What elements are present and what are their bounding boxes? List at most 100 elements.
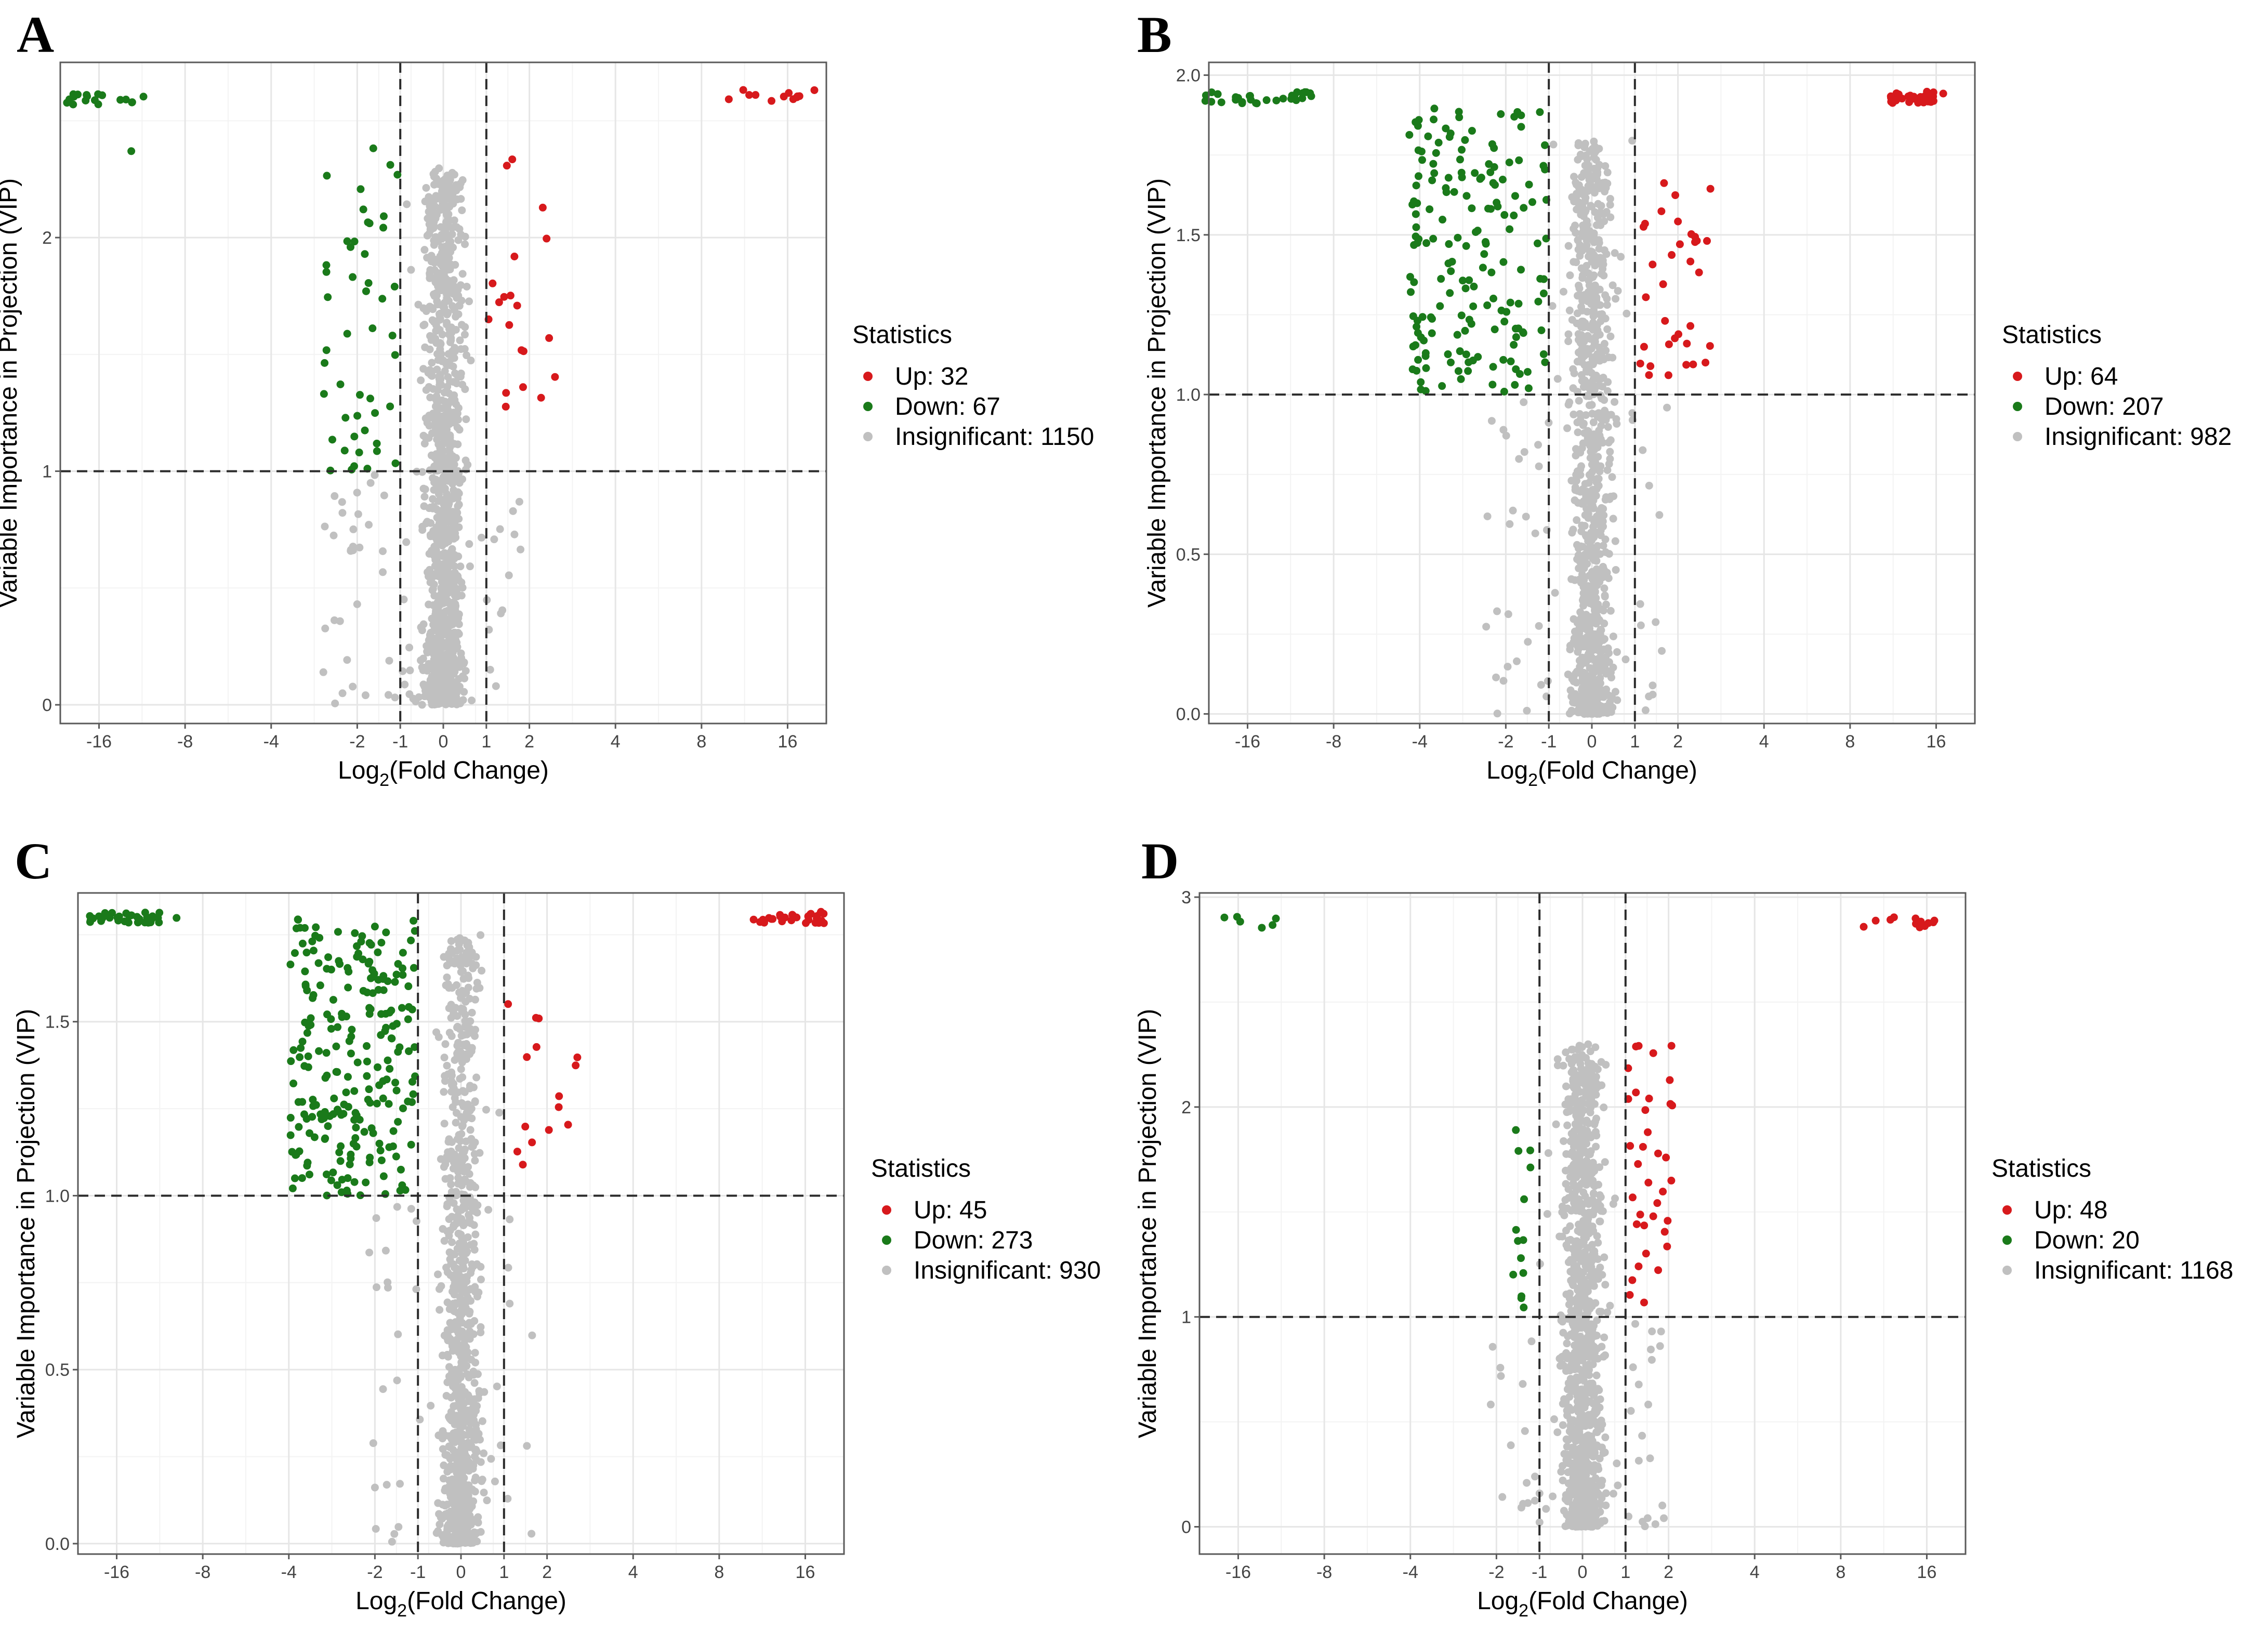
data-point-insignificant xyxy=(465,1170,473,1178)
data-point-insignificant xyxy=(1579,212,1588,220)
data-point-insignificant xyxy=(321,522,329,531)
data-point-insignificant xyxy=(1593,1269,1602,1278)
data-point-insignificant xyxy=(1588,486,1597,494)
data-point-down xyxy=(1474,353,1482,361)
data-point-insignificant xyxy=(1577,636,1586,644)
data-point-insignificant xyxy=(451,1301,459,1309)
data-point-insignificant xyxy=(1590,1282,1598,1290)
data-point-insignificant xyxy=(1562,1227,1570,1235)
data-point-insignificant xyxy=(1555,1232,1564,1241)
data-point-down xyxy=(347,1154,355,1163)
data-point-insignificant xyxy=(1580,322,1588,331)
data-point-insignificant xyxy=(453,1205,461,1214)
data-point-down xyxy=(1491,325,1499,334)
data-point-insignificant xyxy=(1573,192,1581,200)
data-point-insignificant xyxy=(453,379,461,388)
data-point-insignificant xyxy=(365,1248,374,1257)
data-point-up xyxy=(1892,96,1900,104)
data-point-up xyxy=(1706,185,1715,193)
data-point-insignificant xyxy=(400,595,408,603)
data-point-insignificant xyxy=(1607,668,1615,677)
data-point-down xyxy=(1437,275,1445,283)
data-point-insignificant xyxy=(1578,699,1586,707)
data-point-down xyxy=(362,287,370,295)
x-tick-label: -1 xyxy=(1541,732,1557,752)
data-point-down xyxy=(1412,210,1420,218)
data-point-insignificant xyxy=(442,205,451,213)
data-point-insignificant xyxy=(457,1065,465,1073)
data-point-insignificant xyxy=(438,611,446,620)
data-point-down xyxy=(407,936,415,944)
data-point-up xyxy=(1641,219,1649,228)
data-point-insignificant xyxy=(474,1513,482,1521)
data-point-insignificant xyxy=(1544,1149,1552,1157)
data-point-down xyxy=(1408,365,1417,374)
data-point-down xyxy=(1461,326,1469,335)
data-point-down xyxy=(1410,278,1418,286)
data-point-insignificant xyxy=(1586,335,1594,343)
data-point-insignificant xyxy=(450,354,458,362)
data-point-down xyxy=(1461,284,1470,293)
data-point-insignificant xyxy=(443,1202,451,1211)
data-point-insignificant xyxy=(1578,1043,1586,1051)
data-point-insignificant xyxy=(452,1428,460,1437)
data-point-insignificant xyxy=(1600,1333,1608,1341)
data-point-down xyxy=(382,1023,390,1032)
data-point-down xyxy=(1405,130,1414,139)
data-point-insignificant xyxy=(447,1375,456,1384)
panel-letter: D xyxy=(1141,832,1179,890)
data-point-down xyxy=(1461,136,1469,144)
data-point-down xyxy=(377,939,386,947)
x-tick-label: 2 xyxy=(1673,732,1683,752)
data-point-down xyxy=(316,981,324,990)
data-point-down xyxy=(1489,363,1497,371)
data-point-insignificant xyxy=(1559,1476,1567,1484)
data-point-insignificant xyxy=(405,643,414,652)
data-point-down xyxy=(1287,95,1296,103)
data-point-insignificant xyxy=(452,1455,460,1464)
data-point-insignificant xyxy=(1499,426,1508,434)
x-tick-label: -8 xyxy=(195,1562,210,1582)
data-point-insignificant xyxy=(1584,163,1592,172)
data-point-insignificant xyxy=(347,546,355,554)
data-point-insignificant xyxy=(1562,1166,1570,1175)
data-point-insignificant xyxy=(468,1008,476,1017)
data-point-insignificant xyxy=(437,429,445,438)
data-point-insignificant xyxy=(437,340,445,348)
data-point-insignificant xyxy=(478,1477,486,1485)
data-point-insignificant xyxy=(439,1475,447,1483)
data-point-insignificant xyxy=(439,1445,447,1453)
data-point-insignificant xyxy=(457,654,466,662)
data-point-insignificant xyxy=(438,508,446,516)
data-point-insignificant xyxy=(1606,607,1615,615)
data-point-insignificant xyxy=(1600,1253,1608,1261)
data-point-up xyxy=(1674,217,1682,226)
data-point-insignificant xyxy=(435,1285,443,1293)
data-point-insignificant xyxy=(471,1183,480,1191)
data-point-up xyxy=(1649,260,1657,269)
data-point-insignificant xyxy=(1598,394,1606,403)
data-point-insignificant xyxy=(1564,330,1573,338)
data-point-insignificant xyxy=(1487,417,1496,425)
data-point-insignificant xyxy=(438,243,446,251)
data-point-down xyxy=(385,1100,393,1108)
data-point-up xyxy=(1660,179,1668,187)
data-point-insignificant xyxy=(1603,179,1612,188)
data-point-down xyxy=(339,1110,348,1118)
data-point-down xyxy=(1459,277,1467,285)
data-point-down xyxy=(301,982,310,990)
data-point-down xyxy=(329,996,337,1004)
data-point-down xyxy=(375,1139,384,1148)
data-point-insignificant xyxy=(1570,198,1578,206)
data-point-insignificant xyxy=(1566,1422,1575,1430)
data-point-insignificant xyxy=(321,624,329,633)
data-point-insignificant xyxy=(1587,473,1595,481)
data-point-insignificant xyxy=(471,1287,479,1296)
data-point-insignificant xyxy=(369,1439,377,1448)
x-tick-label: 4 xyxy=(628,1562,638,1582)
data-point-insignificant xyxy=(1636,600,1644,608)
data-point-insignificant xyxy=(1603,168,1612,177)
data-point-insignificant xyxy=(365,521,373,529)
data-point-insignificant xyxy=(462,989,470,997)
data-point-insignificant xyxy=(1578,444,1586,452)
